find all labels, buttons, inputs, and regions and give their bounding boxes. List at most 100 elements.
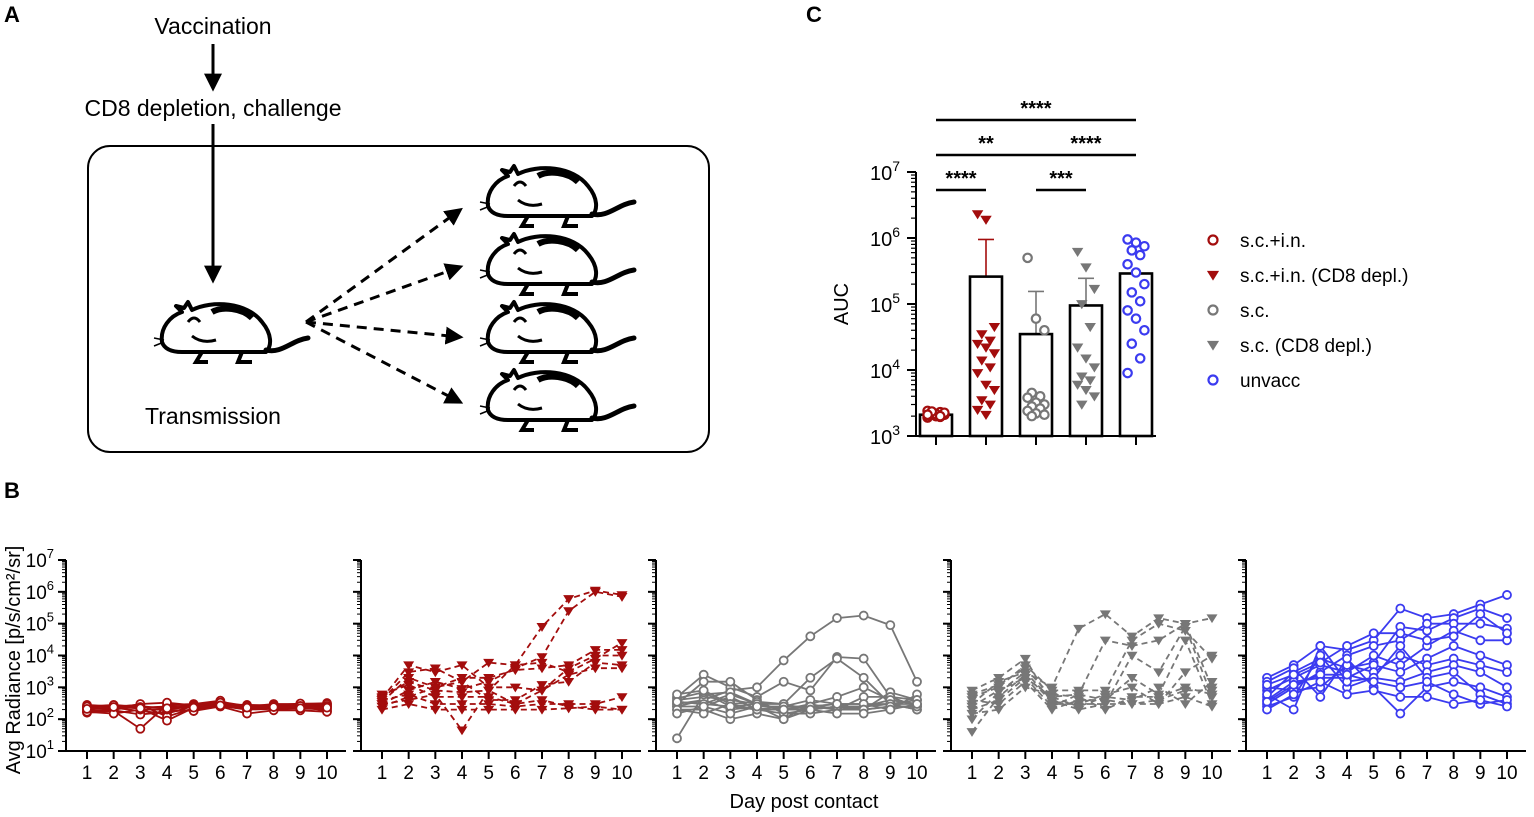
auc-point (922, 409, 933, 421)
panel-a: A Vaccination CD8 depletion, challenge T… (4, 2, 710, 453)
kinetics-point (1206, 678, 1218, 687)
kinetics-point (483, 674, 495, 683)
kinetics-point (403, 696, 415, 706)
vaccination-label: Vaccination (154, 13, 271, 39)
legend-marker (1207, 304, 1219, 316)
kinetics-series-line (1266, 644, 1508, 711)
kinetics-point (1099, 696, 1111, 706)
kinetics-x-tick-label: 2 (1288, 763, 1299, 784)
kinetics-x-tick-label: 6 (1100, 763, 1111, 784)
kinetics-point (376, 700, 388, 710)
auc-point (1139, 240, 1150, 252)
kinetics-x-tick-label: 9 (1180, 763, 1191, 784)
kinetics-point (536, 696, 548, 706)
significance-label: **** (1070, 133, 1101, 155)
kinetics-point (1502, 628, 1512, 639)
kinetics-point (832, 708, 842, 719)
kinetics-point (616, 664, 628, 674)
challenge-label: CD8 depletion, challenge (84, 95, 341, 121)
kinetics-series-line (971, 613, 1213, 705)
auc-y-tick-label-base: 10 (870, 361, 892, 383)
kinetics-point (1153, 619, 1165, 629)
auc-point (1088, 392, 1101, 402)
kinetics-point (82, 704, 92, 714)
auc-point (1130, 237, 1142, 248)
kinetics-series-line (381, 649, 622, 703)
kinetics-point (805, 672, 816, 683)
auc-legend: s.c.+i.n. s.c.+i.n. (CD8 depl.) s.c. s.c. (… (1206, 231, 1408, 392)
contact-mouse-icon-2 (480, 234, 634, 294)
kinetics-point (1315, 641, 1326, 651)
kinetics-y-tick-label: 101 (26, 737, 54, 763)
kinetics-series-line (381, 689, 622, 732)
kinetics-point (672, 696, 682, 707)
kinetics-point (1368, 685, 1379, 696)
kinetics-point (295, 703, 306, 714)
kinetics-x-tick-label: 1 (967, 763, 978, 784)
kinetics-point (1475, 635, 1486, 646)
kinetics-series-line (971, 622, 1213, 711)
kinetics-point (589, 588, 601, 597)
kinetics-point (778, 676, 789, 687)
kinetics-point (1179, 623, 1191, 632)
auc-point (1071, 380, 1084, 390)
kinetics-point (215, 700, 226, 711)
kinetics-x-tick-label: 3 (430, 763, 441, 784)
kinetics-point (672, 733, 682, 744)
transmission-arrow-2 (305, 263, 464, 324)
kinetics-x-tick-label: 8 (1153, 763, 1164, 784)
kinetics-point (1019, 683, 1031, 693)
kinetics-x-tick-label: 8 (563, 763, 574, 784)
kinetics-point (589, 646, 601, 655)
kinetics-point (456, 726, 468, 736)
kinetics-point (1395, 682, 1406, 693)
kinetics-point (456, 678, 468, 687)
kinetics-y-tick-label-exp: 4 (47, 642, 54, 657)
auc-y-tick-label: 105 (870, 290, 900, 317)
kinetics-point (993, 686, 1005, 696)
kinetics-point (1315, 657, 1326, 668)
kinetics-series-line (1266, 612, 1508, 686)
auc-point (1039, 409, 1050, 421)
kinetics-point (456, 693, 468, 702)
kinetics-point (1126, 674, 1138, 683)
kinetics-point (135, 703, 146, 714)
kinetics-point (966, 690, 978, 700)
kinetics-y-tick-label: 104 (26, 642, 54, 668)
auc-y-tick-label: 104 (870, 356, 900, 383)
kinetics-x-tick-label: 6 (1395, 763, 1406, 784)
auc-point (1122, 258, 1133, 270)
kinetics-point (858, 653, 869, 664)
auc-point (971, 339, 984, 350)
kinetics-point (268, 702, 279, 712)
kinetics-point (162, 715, 172, 726)
kinetics-point (752, 701, 762, 712)
kinetics-point (616, 593, 628, 602)
kinetics-point (832, 653, 842, 664)
kinetics-y-tick-label-base: 10 (26, 710, 47, 731)
auc-y-tick-label-base: 10 (870, 295, 892, 317)
kinetics-point (1262, 704, 1272, 715)
auc-point (1134, 249, 1146, 261)
kinetics-point (1153, 683, 1165, 693)
kinetics-point (1368, 650, 1379, 661)
kinetics-point (805, 685, 816, 696)
kinetics-y-tick-label-exp: 5 (47, 610, 54, 625)
auc-point (984, 363, 996, 373)
auc-y-tick-label-exp: 4 (892, 356, 900, 372)
kinetics-point (429, 700, 441, 710)
kinetics-series-line (971, 673, 1213, 733)
kinetics-point (322, 702, 332, 713)
kinetics-point (483, 686, 495, 696)
kinetics-y-tick-label-base: 10 (26, 583, 47, 604)
kinetics-point (1368, 676, 1379, 687)
kinetics-series-line (86, 704, 328, 722)
kinetics-point (1073, 690, 1085, 700)
auc-point (1022, 252, 1033, 264)
kinetics-point (1502, 701, 1512, 712)
kinetics-panel: 1 2 3 4 5 6 7 8 9 10 (353, 559, 641, 784)
kinetics-point (672, 708, 682, 719)
kinetics-point (1126, 683, 1138, 693)
kinetics-point (509, 700, 521, 710)
